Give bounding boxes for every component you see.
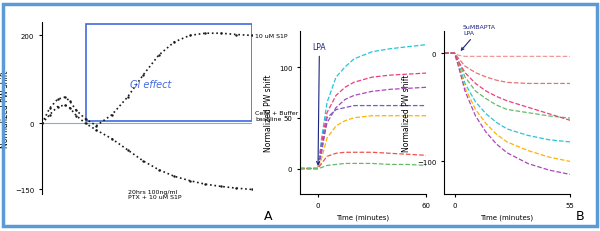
Text: 5uMBAPTA
LPA: 5uMBAPTA LPA <box>461 25 496 51</box>
Text: B: B <box>576 210 584 222</box>
Text: Cells + Buffer
baseline: Cells + Buffer baseline <box>255 111 298 122</box>
Bar <box>86 25 252 122</box>
Text: 0 min: 0 min <box>0 230 1 231</box>
X-axis label: Time (minutes): Time (minutes) <box>481 213 533 220</box>
Text: 10 uM S1P: 10 uM S1P <box>255 34 287 39</box>
Y-axis label: Normalized PW shift: Normalized PW shift <box>403 75 412 152</box>
Text: 135 min: 135 min <box>0 230 1 231</box>
Y-axis label: Normalized PW shift: Normalized PW shift <box>265 75 274 152</box>
Text: 20hrs 100ng/ml
PTX + 10 uM S1P: 20hrs 100ng/ml PTX + 10 uM S1P <box>128 189 181 200</box>
X-axis label: Time (minutes): Time (minutes) <box>337 213 389 220</box>
Text: A: A <box>264 210 272 222</box>
Text: LPA: LPA <box>313 43 326 165</box>
Y-axis label: Normalized PW shift: Normalized PW shift <box>1 70 10 147</box>
Text: Gi effect: Gi effect <box>130 79 172 89</box>
